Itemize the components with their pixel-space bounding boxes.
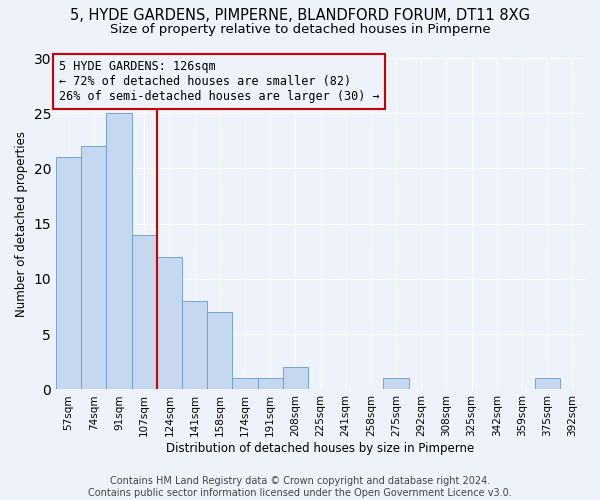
Bar (56, 158, 81, 390)
Bar (383, 378, 409, 390)
Text: Contains HM Land Registry data © Crown copyright and database right 2024.
Contai: Contains HM Land Registry data © Crown c… (88, 476, 512, 498)
Text: Size of property relative to detached houses in Pimperne: Size of property relative to detached ho… (110, 22, 490, 36)
Bar (283, 368, 308, 390)
Bar (207, 312, 232, 390)
Bar (81, 146, 106, 390)
Bar (182, 301, 207, 390)
Y-axis label: Number of detached properties: Number of detached properties (15, 130, 28, 316)
Bar (232, 378, 257, 390)
Text: 5 HYDE GARDENS: 126sqm
← 72% of detached houses are smaller (82)
26% of semi-det: 5 HYDE GARDENS: 126sqm ← 72% of detached… (59, 60, 379, 102)
Bar (106, 113, 131, 390)
Text: 5, HYDE GARDENS, PIMPERNE, BLANDFORD FORUM, DT11 8XG: 5, HYDE GARDENS, PIMPERNE, BLANDFORD FOR… (70, 8, 530, 22)
Bar (257, 378, 283, 390)
X-axis label: Distribution of detached houses by size in Pimperne: Distribution of detached houses by size … (166, 442, 475, 455)
Bar (131, 235, 157, 390)
Bar (157, 257, 182, 390)
Bar (535, 378, 560, 390)
